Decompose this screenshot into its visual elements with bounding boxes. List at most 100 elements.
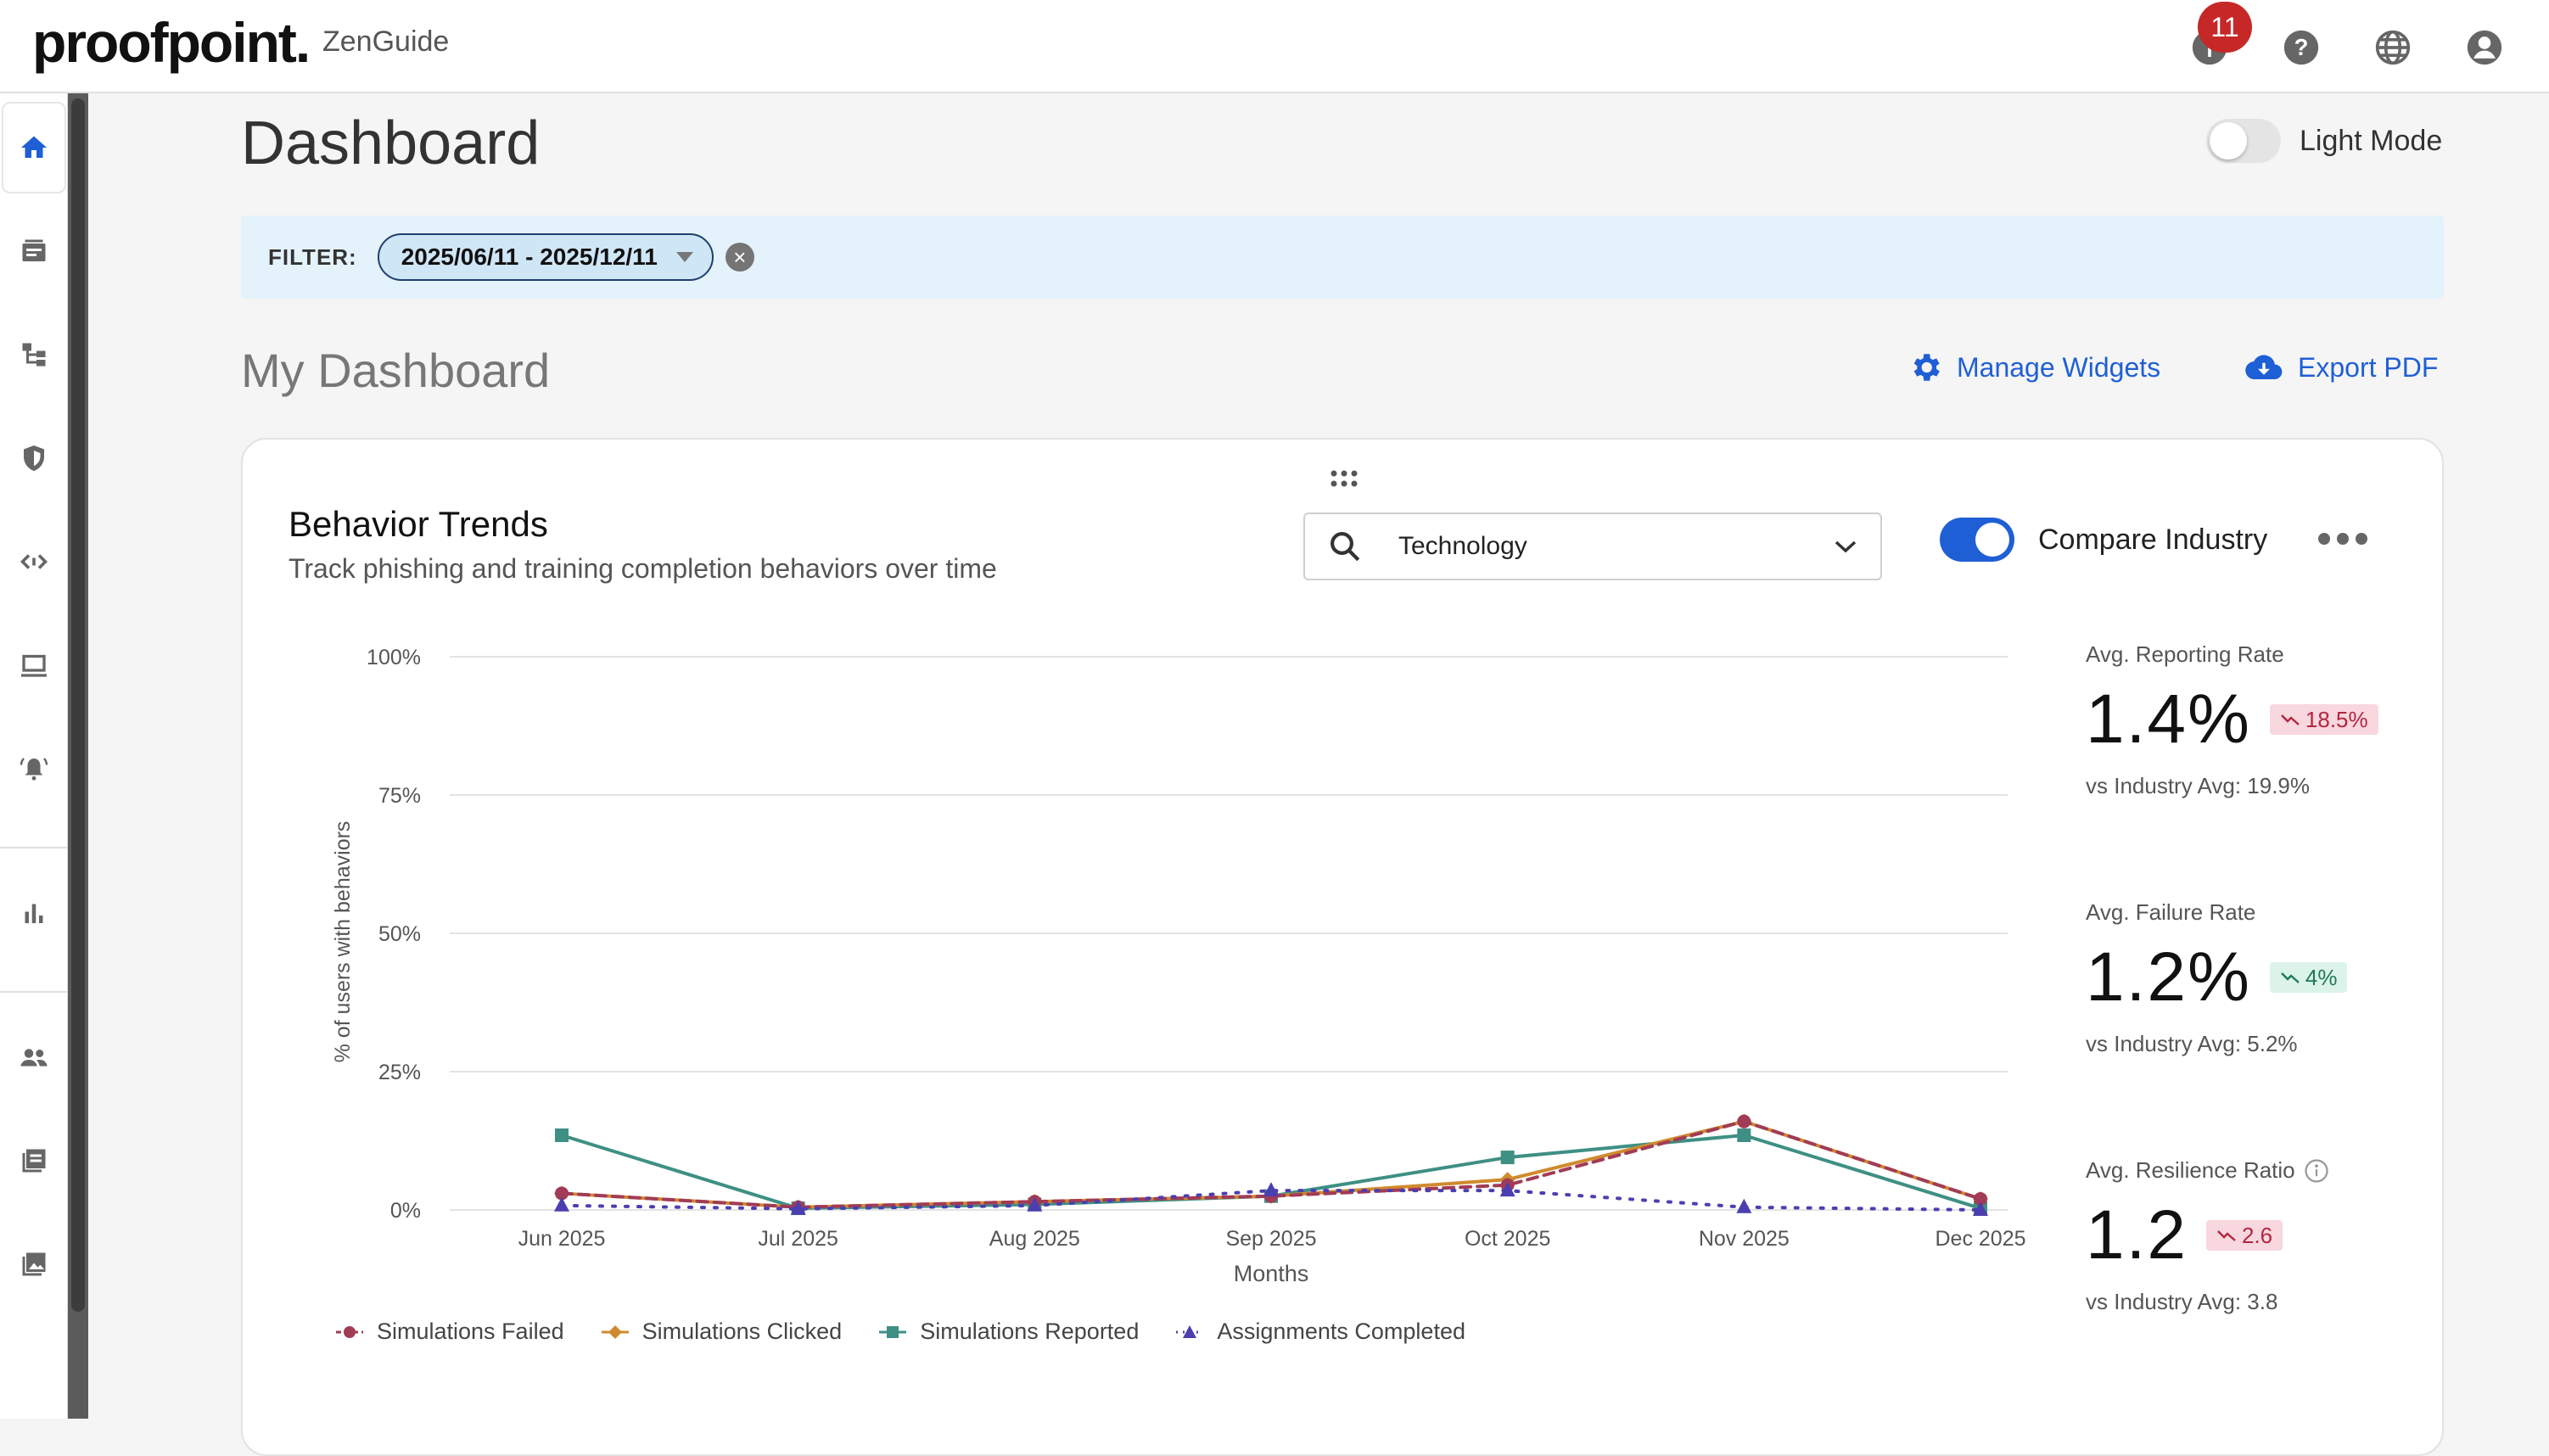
x-tick-label: Jul 2025 bbox=[758, 1227, 838, 1251]
page-title: Dashboard bbox=[241, 109, 541, 177]
more-dot bbox=[2356, 533, 2367, 545]
home-icon bbox=[21, 136, 47, 158]
more-dot bbox=[2337, 533, 2349, 545]
industry-value: Technology bbox=[1398, 532, 1527, 560]
info-outline-icon[interactable] bbox=[2304, 1158, 2329, 1184]
catalog-icon bbox=[22, 239, 46, 261]
y-tick-label: 50% bbox=[378, 922, 421, 946]
sidebar-item-hierarchy[interactable] bbox=[3, 311, 64, 399]
behavior-trends-chart: 0% 25% 50% 75% 100% Jun 2025 Jul 2025 Aug 2025 S… bbox=[331, 646, 2026, 1286]
sidebar bbox=[0, 93, 68, 1419]
sidebar-item-devices[interactable] bbox=[3, 621, 64, 709]
sidebar-divider bbox=[0, 847, 68, 848]
date-range-chip[interactable]: 2025/06/11 - 2025/12/11 bbox=[377, 233, 714, 281]
data-point bbox=[1499, 1182, 1515, 1197]
stat-value: 1.4% bbox=[2086, 680, 2251, 758]
dashboard-title: My Dashboard bbox=[241, 344, 551, 397]
x-tick-label: Oct 2025 bbox=[1465, 1227, 1550, 1251]
data-point bbox=[1737, 1114, 1751, 1128]
industry-select[interactable]: Technology bbox=[1303, 512, 1882, 580]
sidebar-item-alerts[interactable] bbox=[3, 725, 64, 813]
chart-legend: Simulations Failed Simulations Clicked Sim… bbox=[334, 1319, 1465, 1345]
x-tick-label: Jun 2025 bbox=[518, 1227, 606, 1251]
manage-widgets-button[interactable]: Manage Widgets bbox=[1908, 350, 2160, 385]
trend-badge: 2.6 bbox=[2206, 1220, 2283, 1251]
legend-swatch bbox=[1176, 1324, 1204, 1338]
language-button[interactable] bbox=[2362, 17, 2423, 78]
stat-industry-average: vs Industry Avg: 19.9% bbox=[2086, 773, 2310, 798]
sidebar-item-users[interactable] bbox=[3, 1013, 64, 1101]
sidebar-item-library[interactable] bbox=[3, 1117, 64, 1205]
widget-subtitle: Track phishing and training completion b… bbox=[289, 553, 997, 584]
search-icon bbox=[1331, 532, 1360, 562]
sidebar-item-reports[interactable] bbox=[3, 869, 64, 957]
trending-down-icon bbox=[2281, 714, 2300, 725]
trend-badge-value: 2.6 bbox=[2242, 1222, 2273, 1248]
sidebar-scrollbar-thumb[interactable] bbox=[71, 98, 85, 1312]
x-axis-label: Months bbox=[1234, 1261, 1309, 1286]
x-tick-label: Aug 2025 bbox=[989, 1227, 1080, 1251]
help-button[interactable]: ? bbox=[2271, 17, 2332, 78]
x-tick-label: Sep 2025 bbox=[1225, 1227, 1316, 1251]
legend-swatch bbox=[601, 1324, 629, 1339]
data-point bbox=[1027, 1196, 1043, 1212]
product-name: ZenGuide bbox=[322, 25, 450, 58]
legend-swatch bbox=[336, 1325, 363, 1338]
legend-label: Assignments Completed bbox=[1217, 1319, 1465, 1344]
sidebar-item-security[interactable] bbox=[3, 414, 64, 502]
legend-label: Simulations Reported bbox=[920, 1319, 1140, 1344]
legend-item[interactable]: Simulations Clicked bbox=[600, 1319, 842, 1345]
globe-icon bbox=[2375, 30, 2411, 65]
sidebar-item-media[interactable] bbox=[3, 1220, 64, 1308]
notifications-button[interactable]: 11 bbox=[2179, 2, 2252, 78]
compare-industry-switch[interactable]: Compare Industry bbox=[1940, 518, 2267, 562]
svg-text:?: ? bbox=[2294, 34, 2309, 60]
stat-industry-average: vs Industry Avg: 5.2% bbox=[2086, 1031, 2298, 1056]
legend-item[interactable]: Assignments Completed bbox=[1174, 1319, 1465, 1345]
light-mode-switch[interactable]: Light Mode bbox=[2206, 119, 2442, 163]
notification-badge: 11 bbox=[2198, 2, 2252, 53]
compare-industry-label: Compare Industry bbox=[2038, 523, 2268, 556]
filter-bar: FILTER: 2025/06/11 - 2025/12/11 × bbox=[241, 216, 2444, 299]
alert-icon bbox=[20, 758, 48, 781]
x-tick-label: Nov 2025 bbox=[1699, 1227, 1790, 1251]
shield-icon bbox=[24, 445, 44, 471]
avg-resilience-ratio-stat: Avg. Resilience Ratio 1.2 2.6 vs Industr… bbox=[2086, 1157, 2329, 1315]
sidebar-item-home[interactable] bbox=[3, 104, 64, 192]
behavior-trends-widget: Behavior Trends Track phishing and train… bbox=[241, 438, 2444, 1456]
gear-icon bbox=[1913, 354, 1940, 381]
drag-handle-icon[interactable] bbox=[1329, 468, 1359, 489]
more-options-button[interactable] bbox=[2318, 533, 2367, 545]
caret-down-icon bbox=[675, 252, 693, 262]
manage-widgets-label: Manage Widgets bbox=[1957, 351, 2161, 383]
legend-item[interactable]: Simulations Failed bbox=[334, 1319, 564, 1345]
stat-label: Avg. Reporting Rate bbox=[2086, 641, 2284, 667]
y-tick-label: 75% bbox=[378, 784, 421, 808]
data-point bbox=[1974, 1191, 1987, 1206]
sidebar-divider bbox=[0, 991, 68, 993]
stat-label: Avg. Resilience Ratio bbox=[2086, 1157, 2295, 1183]
y-tick-label: 25% bbox=[378, 1061, 421, 1084]
sidebar-item-code[interactable] bbox=[3, 518, 64, 606]
account-button[interactable] bbox=[2454, 17, 2515, 78]
data-point bbox=[555, 1128, 569, 1142]
clear-filter-button[interactable]: × bbox=[725, 243, 754, 272]
legend-item[interactable]: Simulations Reported bbox=[877, 1319, 1139, 1345]
trend-badge-value: 4% bbox=[2305, 964, 2338, 990]
library-icon bbox=[22, 1149, 46, 1173]
account-icon bbox=[2467, 30, 2502, 65]
data-point bbox=[555, 1186, 569, 1201]
sidebar-item-catalog[interactable] bbox=[3, 207, 64, 295]
legend-label: Simulations Failed bbox=[377, 1319, 564, 1344]
light-mode-label: Light Mode bbox=[2300, 124, 2443, 157]
trending-down-icon bbox=[2281, 972, 2300, 983]
data-point bbox=[1263, 1182, 1279, 1197]
stat-label: Avg. Failure Rate bbox=[2086, 899, 2256, 925]
compare-industry-toggle[interactable] bbox=[1940, 518, 2014, 562]
stat-value: 1.2 bbox=[2086, 1196, 2188, 1274]
light-mode-toggle[interactable] bbox=[2206, 119, 2281, 163]
top-bar: proofpoint. ZenGuide 11 ? bbox=[0, 0, 2549, 93]
avg-reporting-rate-stat: Avg. Reporting Rate 1.4% 18.5% vs Indust… bbox=[2086, 641, 2378, 799]
proofpoint-logo[interactable]: proofpoint. bbox=[32, 11, 311, 74]
export-pdf-button[interactable]: Export PDF bbox=[2244, 350, 2438, 385]
